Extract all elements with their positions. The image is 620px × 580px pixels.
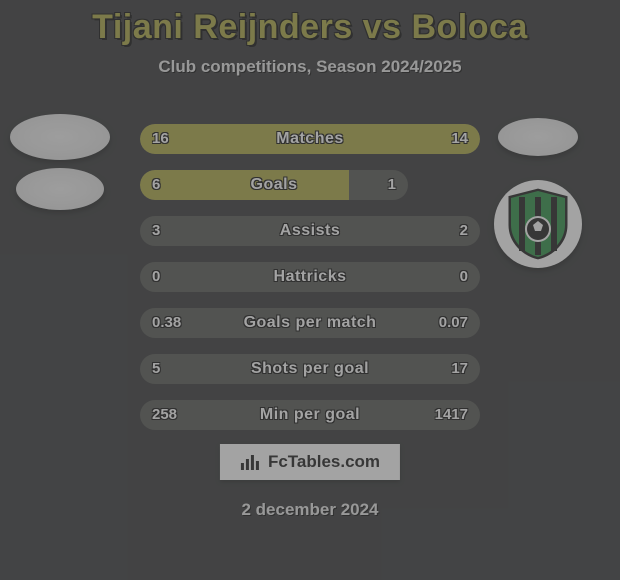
stat-value-left: 16 bbox=[152, 124, 169, 154]
comparison-card: Tijani Reijnders vs Boloca Club competit… bbox=[0, 0, 620, 580]
stat-row: 5 Shots per goal 17 bbox=[140, 354, 480, 384]
stat-value-right: 14 bbox=[451, 124, 468, 154]
stat-value-left: 0 bbox=[152, 262, 160, 292]
stat-value-left: 0.38 bbox=[152, 308, 181, 338]
stat-metric-label: Hattricks bbox=[274, 262, 347, 292]
stat-metric-label: Goals bbox=[251, 170, 298, 200]
stat-row: 6 Goals 1 bbox=[140, 170, 408, 200]
stat-value-right: 1417 bbox=[435, 400, 468, 430]
stat-value-left: 6 bbox=[152, 170, 160, 200]
club-badge bbox=[494, 180, 582, 268]
page-title: Tijani Reijnders vs Boloca bbox=[0, 0, 620, 47]
stat-value-left: 258 bbox=[152, 400, 177, 430]
stat-metric-label: Min per goal bbox=[260, 400, 360, 430]
stat-value-right: 2 bbox=[460, 216, 468, 246]
stat-row: 0 Hattricks 0 bbox=[140, 262, 480, 292]
stat-row: 258 Min per goal 1417 bbox=[140, 400, 480, 430]
attribution-text: FcTables.com bbox=[268, 452, 380, 472]
shield-icon bbox=[503, 185, 573, 263]
stat-metric-label: Goals per match bbox=[244, 308, 377, 338]
player-left-avatar bbox=[10, 114, 110, 160]
player-left-avatar-shadow bbox=[16, 168, 104, 210]
stat-row: 0.38 Goals per match 0.07 bbox=[140, 308, 480, 338]
attribution-badge: FcTables.com bbox=[220, 444, 400, 480]
date-text: 2 december 2024 bbox=[241, 500, 378, 520]
stat-row: 3 Assists 2 bbox=[140, 216, 480, 246]
subtitle: Club competitions, Season 2024/2025 bbox=[0, 57, 620, 77]
stat-value-right: 1 bbox=[388, 170, 396, 200]
chart-icon bbox=[240, 453, 262, 471]
bar-segment-left bbox=[140, 170, 349, 200]
stat-value-left: 5 bbox=[152, 354, 160, 384]
player-right-avatar bbox=[498, 118, 578, 156]
stat-value-left: 3 bbox=[152, 216, 160, 246]
stat-metric-label: Matches bbox=[276, 124, 344, 154]
stat-value-right: 17 bbox=[451, 354, 468, 384]
comparison-bars: 16 Matches 14 6 Goals 1 3 Assists 2 0 Hattricks 0 0.… bbox=[140, 124, 480, 446]
stat-metric-label: Assists bbox=[280, 216, 340, 246]
stat-value-right: 0.07 bbox=[439, 308, 468, 338]
stat-row: 16 Matches 14 bbox=[140, 124, 480, 154]
stat-value-right: 0 bbox=[460, 262, 468, 292]
stat-metric-label: Shots per goal bbox=[251, 354, 369, 384]
